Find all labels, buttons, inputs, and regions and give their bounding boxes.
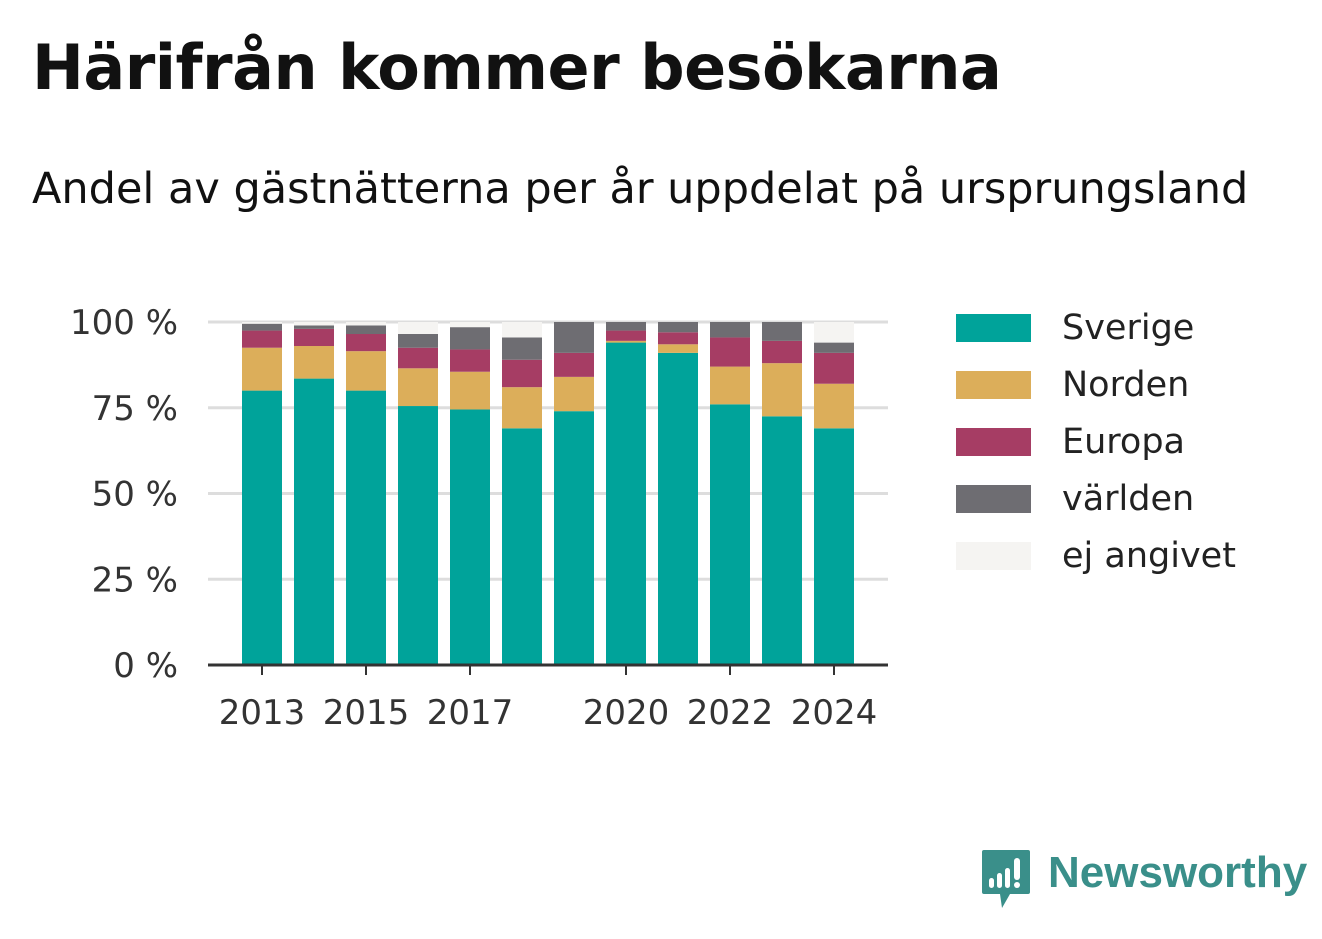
bar-segment bbox=[762, 340, 802, 364]
bar-segment bbox=[814, 352, 854, 384]
bar-segment bbox=[606, 342, 646, 665]
bar-segment bbox=[450, 371, 490, 410]
bar-segment bbox=[658, 344, 698, 353]
x-tick-label: 2013 bbox=[219, 693, 306, 733]
bars bbox=[242, 322, 854, 665]
x-tick-label: 2022 bbox=[687, 693, 774, 733]
bar-segment bbox=[398, 347, 438, 369]
legend-label: Europa bbox=[1062, 422, 1185, 462]
bar-segment bbox=[554, 322, 594, 353]
bar-segment bbox=[294, 346, 334, 379]
bar-segment bbox=[710, 366, 750, 405]
x-tick-label: 2017 bbox=[427, 693, 514, 733]
bar-segment bbox=[502, 428, 542, 665]
y-tick-labels: 0 % 25 % 50 % 75 % 100 % bbox=[70, 303, 178, 686]
bar-segment bbox=[242, 390, 282, 665]
bar-segment bbox=[242, 323, 282, 331]
bar-segment bbox=[814, 428, 854, 665]
stacked-bar-chart: 0 % 25 % 50 % 75 % 100 % 2013 2015 2017 2020 202… bbox=[70, 303, 888, 733]
bar-segment bbox=[762, 416, 802, 665]
brand-name: Newsworthy bbox=[1048, 848, 1308, 897]
bar-segment bbox=[762, 322, 802, 341]
y-tick-label: 50 % bbox=[92, 475, 178, 515]
x-axis bbox=[208, 663, 888, 675]
bar-segment bbox=[814, 342, 854, 353]
bar-segment bbox=[814, 383, 854, 429]
bar-segment bbox=[606, 340, 646, 343]
chart-subtitle: Andel av gästnätterna per år uppdelat på… bbox=[32, 164, 1249, 214]
bar-segment bbox=[346, 390, 386, 665]
x-tick-label: 2015 bbox=[323, 693, 410, 733]
chart-title: Härifrån kommer besökarna bbox=[32, 31, 1002, 104]
y-tick-label: 75 % bbox=[92, 389, 178, 429]
bar-segment bbox=[502, 359, 542, 388]
bar-segment bbox=[554, 411, 594, 665]
bar-segment bbox=[762, 363, 802, 417]
y-tick-label: 25 % bbox=[92, 560, 178, 600]
x-tick-label: 2020 bbox=[583, 693, 670, 733]
bar-segment bbox=[398, 368, 438, 407]
legend-swatch bbox=[956, 485, 1031, 513]
bar-segment bbox=[398, 406, 438, 665]
newsworthy-logo-icon bbox=[982, 850, 1030, 908]
bar-segment bbox=[398, 322, 438, 335]
bar-segment bbox=[346, 325, 386, 335]
bar-segment bbox=[294, 322, 334, 326]
bar-segment bbox=[450, 322, 490, 328]
bar-segment bbox=[346, 351, 386, 391]
bar-segment bbox=[242, 322, 282, 324]
bar-segment bbox=[294, 378, 334, 665]
bar-segment bbox=[294, 328, 334, 347]
bar-segment bbox=[450, 349, 490, 372]
bar-segment bbox=[502, 322, 542, 338]
legend-swatch bbox=[956, 428, 1031, 456]
bar-segment bbox=[658, 332, 698, 345]
legend-label: världen bbox=[1062, 479, 1195, 519]
bar-segment bbox=[658, 322, 698, 333]
bar-segment bbox=[814, 322, 854, 343]
bar-segment bbox=[346, 334, 386, 352]
y-tick-label: 100 % bbox=[70, 303, 178, 343]
bar-segment bbox=[658, 352, 698, 665]
bar-segment bbox=[710, 322, 750, 338]
bar-segment bbox=[398, 334, 438, 348]
bar-segment bbox=[554, 376, 594, 412]
bar-segment bbox=[450, 327, 490, 350]
legend-swatch bbox=[956, 371, 1031, 399]
bar-segment bbox=[502, 387, 542, 429]
x-tick-label: 2024 bbox=[791, 693, 878, 733]
legend-label: ej angivet bbox=[1062, 536, 1236, 576]
bar-segment bbox=[450, 409, 490, 665]
bar-segment bbox=[294, 325, 334, 329]
bar-segment bbox=[606, 330, 646, 341]
bar-segment bbox=[710, 404, 750, 665]
x-tick-labels: 2013 2015 2017 2020 2022 2024 bbox=[219, 693, 878, 733]
legend-swatch bbox=[956, 542, 1031, 570]
bar-segment bbox=[502, 337, 542, 360]
legend-label: Norden bbox=[1062, 365, 1190, 405]
bar-segment bbox=[242, 347, 282, 391]
legend-swatch bbox=[956, 314, 1031, 342]
bar-segment bbox=[242, 330, 282, 348]
bar-segment bbox=[346, 322, 386, 326]
bar-segment bbox=[710, 337, 750, 367]
y-tick-label: 0 % bbox=[113, 646, 178, 686]
bar-segment bbox=[554, 352, 594, 377]
legend-label: Sverige bbox=[1062, 308, 1195, 348]
bar-segment bbox=[606, 322, 646, 331]
